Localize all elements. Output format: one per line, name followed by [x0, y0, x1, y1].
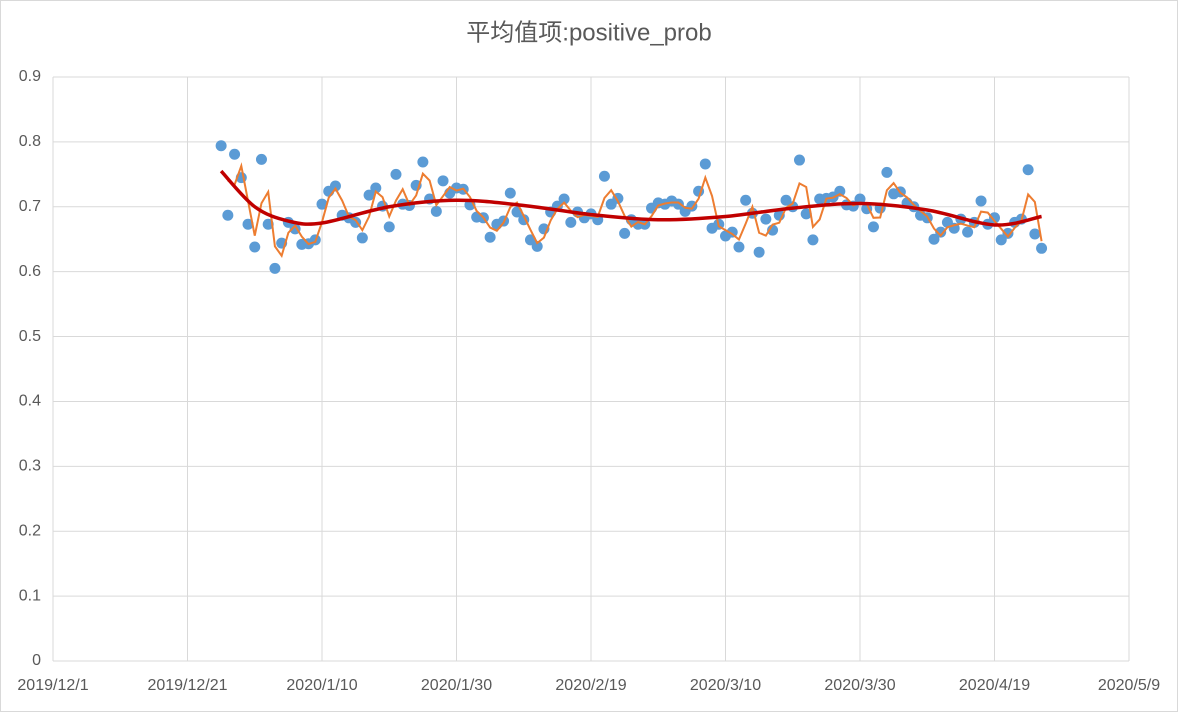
data-point [565, 216, 577, 228]
data-point [753, 246, 765, 258]
y-tick-label: 0.5 [19, 328, 41, 345]
data-point [1002, 227, 1014, 239]
data-point [531, 240, 543, 252]
data-point [383, 221, 395, 233]
data-point [740, 194, 752, 206]
y-tick-label: 0 [32, 652, 41, 669]
x-tick-label: 2020/3/30 [824, 677, 895, 694]
data-point [800, 208, 812, 220]
data-point [867, 221, 879, 233]
data-point [726, 226, 738, 238]
x-tick-label: 2020/4/19 [959, 677, 1030, 694]
data-point [699, 158, 711, 170]
y-tick-label: 0.1 [19, 587, 41, 604]
x-tick-label: 2020/1/30 [421, 677, 492, 694]
data-point [598, 170, 610, 182]
data-point [215, 140, 227, 152]
data-point [760, 213, 772, 225]
x-tick-label: 2020/3/10 [690, 677, 761, 694]
data-point [1029, 228, 1041, 240]
data-point [316, 198, 328, 210]
data-point [558, 193, 570, 205]
data-point [229, 148, 241, 160]
data-point [928, 233, 940, 245]
data-point [807, 234, 819, 246]
data-point [242, 218, 254, 230]
data-point [672, 198, 684, 210]
data-point [1036, 242, 1048, 254]
data-point [329, 180, 341, 192]
y-tick-label: 0.8 [19, 133, 41, 150]
moving-average-line [227, 162, 1043, 259]
data-point [484, 231, 496, 243]
x-tick-label: 2020/5/9 [1098, 677, 1160, 694]
data-point [356, 232, 368, 244]
trendline [219, 169, 1042, 227]
y-tick-label: 0.3 [19, 458, 41, 475]
data-point [975, 195, 987, 207]
x-tick-label: 2019/12/21 [147, 677, 227, 694]
y-tick-label: 0.2 [19, 522, 41, 539]
y-tick-label: 0.9 [19, 68, 41, 85]
data-point [269, 262, 281, 274]
data-point [370, 182, 382, 194]
x-tick-label: 2020/1/10 [286, 677, 357, 694]
data-point [437, 175, 449, 187]
data-point [430, 205, 442, 217]
data-point [733, 241, 745, 253]
data-point [989, 212, 1000, 224]
data-point [834, 185, 846, 197]
x-tick-label: 2019/12/1 [17, 677, 88, 694]
data-point [363, 189, 375, 201]
data-point [390, 168, 402, 180]
data-point [935, 226, 947, 238]
x-tick-label: 2020/2/19 [555, 677, 626, 694]
chart-title: 平均值项:positive_prob [466, 19, 711, 46]
data-point [962, 226, 974, 238]
data-point [249, 241, 261, 253]
y-tick-label: 0.7 [19, 198, 41, 215]
data-point [222, 209, 234, 221]
data-point [854, 193, 866, 205]
data-point [417, 156, 429, 168]
y-tick-label: 0.6 [19, 263, 41, 280]
data-point [619, 227, 631, 239]
data-point [793, 154, 805, 166]
data-point [504, 187, 516, 199]
data-point [881, 166, 893, 178]
data-point [1022, 164, 1034, 176]
y-tick-label: 0.4 [19, 393, 41, 410]
data-point [255, 153, 267, 165]
